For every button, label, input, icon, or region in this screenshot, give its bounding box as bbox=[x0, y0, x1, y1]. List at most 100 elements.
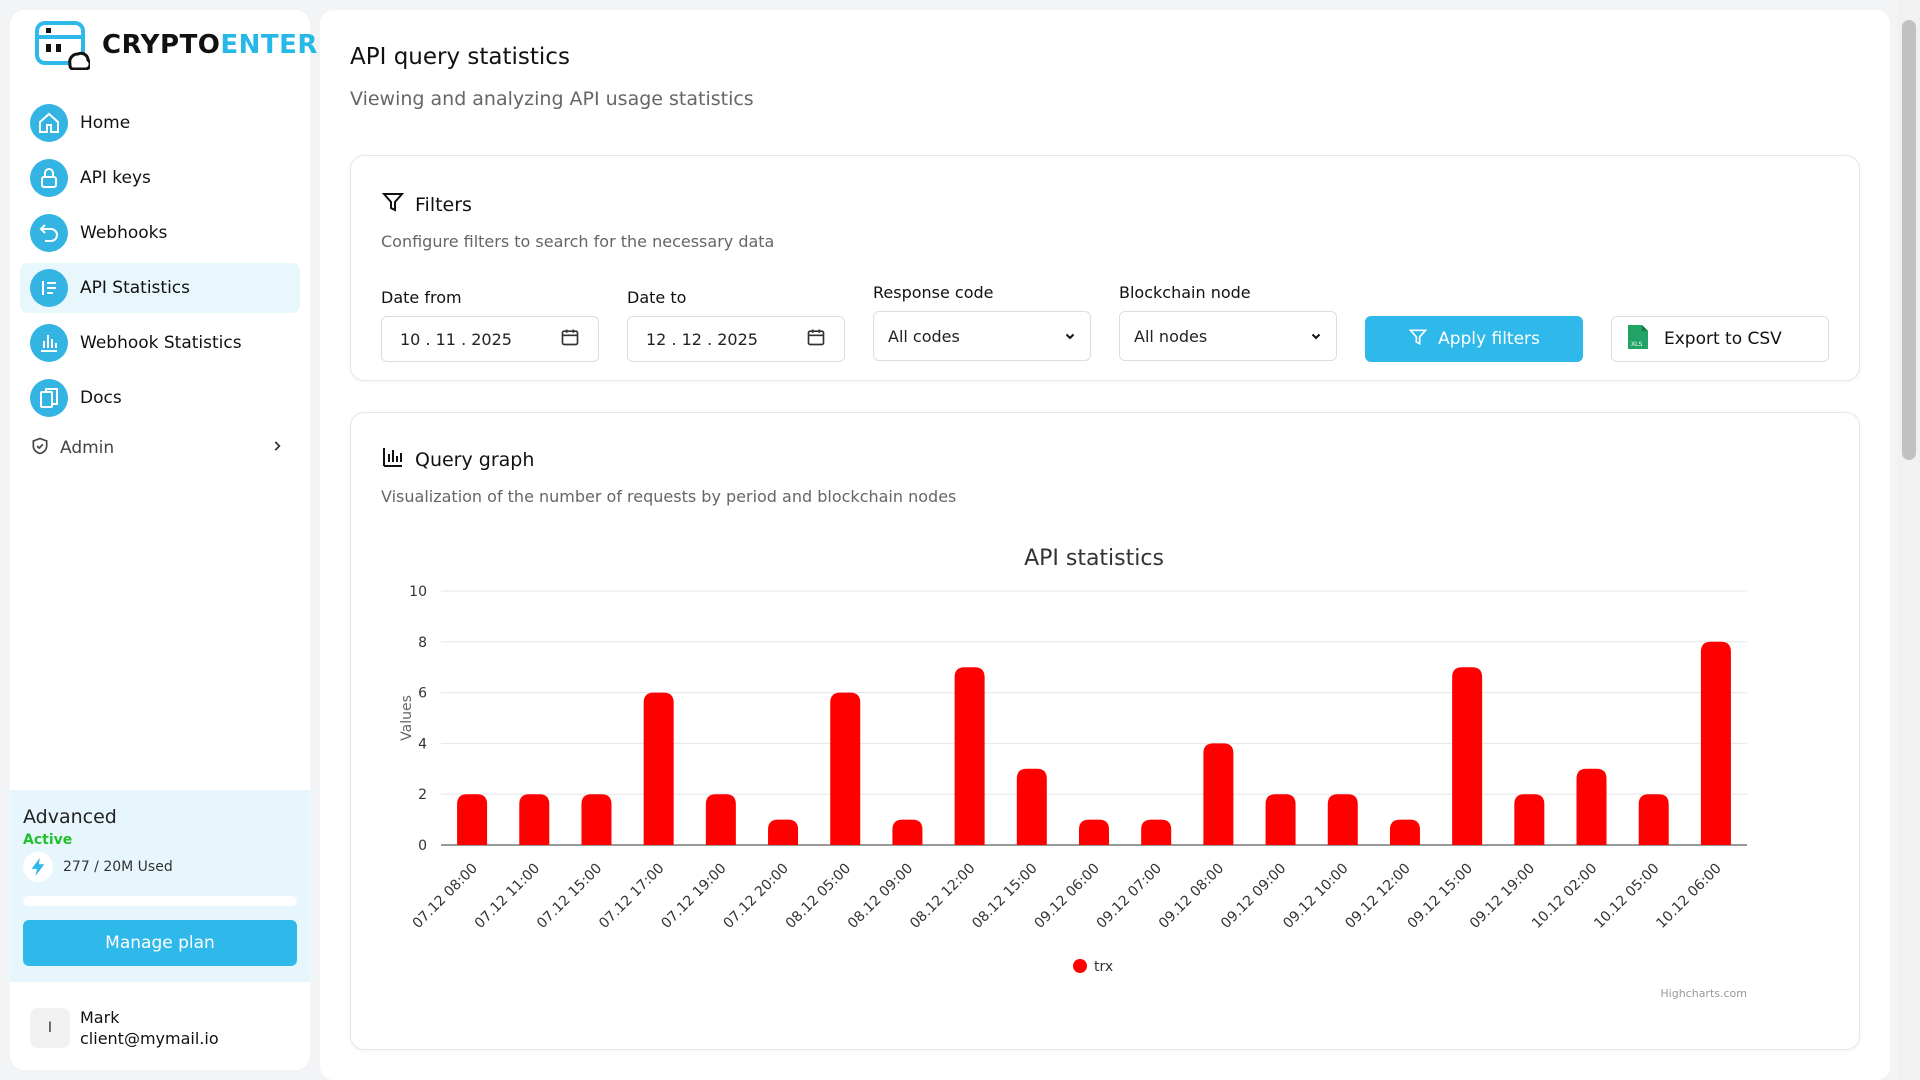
blockchain-node-value: All nodes bbox=[1134, 326, 1208, 346]
excel-file-icon: XLS bbox=[1626, 323, 1650, 356]
logo[interactable]: CRYPTOENTER bbox=[34, 20, 318, 70]
chart-x-tick-label: 10.12 02:00 bbox=[1529, 861, 1600, 932]
date-to-value: 12 . 12 . 2025 bbox=[646, 329, 758, 349]
chart-x-tick-label: 07.12 15:00 bbox=[534, 861, 605, 932]
filters-title-text: Filters bbox=[415, 193, 472, 216]
chart-y-tick-label: 2 bbox=[418, 787, 427, 803]
chart-bar bbox=[1265, 794, 1296, 845]
chart-bar bbox=[1203, 743, 1234, 845]
response-code-value: All codes bbox=[888, 326, 960, 346]
chart-bar bbox=[954, 667, 985, 845]
chart-x-tick-label: 07.12 17:00 bbox=[596, 861, 667, 932]
sidebar-item-label: Webhooks bbox=[80, 223, 168, 243]
chart-x-tick-label: 09.12 08:00 bbox=[1156, 861, 1227, 932]
sidebar-item-api-keys[interactable]: API keys bbox=[20, 153, 300, 203]
apply-filters-label: Apply filters bbox=[1438, 329, 1540, 349]
chart-title: API statistics bbox=[1024, 546, 1164, 571]
date-from-input[interactable]: 10 . 11 . 2025 bbox=[381, 316, 599, 362]
chart-x-tick-label: 09.12 19:00 bbox=[1467, 861, 1538, 932]
chart-y-tick-label: 10 bbox=[409, 584, 427, 600]
chart-y-axis-label: Values bbox=[399, 695, 415, 741]
chevron-right-icon bbox=[270, 438, 284, 458]
chart-x-tick-label: 09.12 12:00 bbox=[1342, 861, 1413, 932]
chart-legend-marker bbox=[1073, 959, 1087, 973]
chevron-down-icon bbox=[1064, 327, 1076, 346]
sidebar-item-api-statistics[interactable]: API Statistics bbox=[20, 263, 300, 313]
documents-icon bbox=[30, 379, 68, 417]
export-csv-label: Export to CSV bbox=[1664, 329, 1782, 349]
bar-chart-icon bbox=[30, 324, 68, 362]
undo-arrow-icon bbox=[30, 214, 68, 252]
sidebar-item-webhook-statistics[interactable]: Webhook Statistics bbox=[20, 318, 300, 368]
chart-bar bbox=[705, 794, 736, 845]
sidebar-nav: Home API keys Webhooks API Statistics We… bbox=[20, 98, 300, 468]
list-icon bbox=[30, 269, 68, 307]
query-graph-subtitle: Visualization of the number of requests … bbox=[381, 487, 957, 506]
calendar-icon[interactable] bbox=[806, 327, 826, 351]
export-csv-button[interactable]: XLS Export to CSV bbox=[1611, 316, 1829, 362]
page-scrollbar[interactable] bbox=[1898, 0, 1920, 1080]
chart-x-tick-label: 07.12 20:00 bbox=[721, 861, 792, 932]
chart-bar bbox=[1079, 819, 1109, 845]
sidebar-item-label: API keys bbox=[80, 168, 151, 188]
apply-filters-button[interactable]: Apply filters bbox=[1365, 316, 1583, 362]
chart-bar bbox=[519, 794, 550, 845]
avatar: I bbox=[30, 1008, 70, 1048]
page-title: API query statistics bbox=[350, 44, 570, 70]
sidebar-item-label: Home bbox=[80, 113, 131, 133]
sidebar-item-home[interactable]: Home bbox=[20, 98, 300, 148]
sidebar-item-label: Webhook Statistics bbox=[80, 333, 242, 353]
brand-name-part2: ENTER bbox=[220, 30, 318, 60]
sidebar: CRYPTOENTER Home API keys Webhooks API S… bbox=[10, 10, 317, 1070]
chart-y-tick-label: 6 bbox=[418, 686, 427, 702]
sidebar-item-docs[interactable]: Docs bbox=[20, 373, 300, 423]
date-from-label: Date from bbox=[381, 288, 462, 307]
chart-bar bbox=[1638, 794, 1669, 845]
plan-usage-progress bbox=[23, 896, 297, 906]
user-name: Mark bbox=[80, 1008, 120, 1027]
query-graph-title: Query graph bbox=[381, 445, 534, 474]
chart-x-tick-label: 08.12 09:00 bbox=[845, 861, 916, 932]
chart-bar bbox=[1389, 819, 1420, 845]
plan-usage: 277 / 20M Used bbox=[23, 852, 297, 882]
chart-bar bbox=[1576, 768, 1607, 845]
chart-x-tick-label: 07.12 19:00 bbox=[658, 861, 729, 932]
user-profile[interactable]: I Mark client@mymail.io bbox=[30, 1008, 219, 1048]
chevron-down-icon bbox=[1310, 327, 1322, 346]
filters-title: Filters bbox=[381, 190, 472, 219]
filters-subtitle: Configure filters to search for the nece… bbox=[381, 232, 775, 251]
response-code-select[interactable]: All codes bbox=[873, 311, 1091, 361]
plan-card: Advanced Active 277 / 20M Used Manage pl… bbox=[10, 790, 310, 982]
sidebar-item-admin[interactable]: Admin bbox=[20, 428, 300, 468]
page-subtitle: Viewing and analyzing API usage statisti… bbox=[350, 88, 754, 110]
filters-card: Filters Configure filters to search for … bbox=[350, 155, 1860, 381]
chart-legend-label: trx bbox=[1094, 959, 1113, 975]
chart-x-tick-label: 09.12 09:00 bbox=[1218, 861, 1289, 932]
query-graph-title-text: Query graph bbox=[415, 448, 535, 471]
chart-bar bbox=[830, 692, 861, 845]
calendar-icon[interactable] bbox=[560, 327, 580, 351]
scrollbar-thumb[interactable] bbox=[1902, 20, 1916, 460]
sidebar-item-webhooks[interactable]: Webhooks bbox=[20, 208, 300, 258]
query-graph-card: Query graph Visualization of the number … bbox=[350, 412, 1860, 1050]
chart-y-tick-label: 4 bbox=[418, 736, 427, 752]
chart-bar bbox=[1514, 794, 1545, 845]
chart-y-tick-label: 0 bbox=[418, 838, 427, 854]
plan-usage-text: 277 / 20M Used bbox=[63, 859, 173, 875]
shield-icon bbox=[30, 436, 50, 461]
chart-bar bbox=[1016, 768, 1047, 845]
blockchain-node-select[interactable]: All nodes bbox=[1119, 311, 1337, 361]
brand-name-part1: CRYPTO bbox=[102, 30, 221, 60]
chart-bar bbox=[1141, 819, 1172, 845]
date-to-input[interactable]: 12 . 12 . 2025 bbox=[627, 316, 845, 362]
chart-bar bbox=[1452, 667, 1483, 845]
manage-plan-button[interactable]: Manage plan bbox=[23, 920, 297, 966]
user-email: client@mymail.io bbox=[80, 1029, 219, 1048]
sidebar-item-label: API Statistics bbox=[80, 278, 191, 298]
chart-x-tick-label: 10.12 06:00 bbox=[1653, 861, 1724, 932]
chart-x-tick-label: 08.12 05:00 bbox=[783, 861, 854, 932]
blockchain-node-label: Blockchain node bbox=[1119, 283, 1251, 302]
chart-x-tick-label: 09.12 15:00 bbox=[1405, 861, 1476, 932]
date-to-label: Date to bbox=[627, 288, 687, 307]
